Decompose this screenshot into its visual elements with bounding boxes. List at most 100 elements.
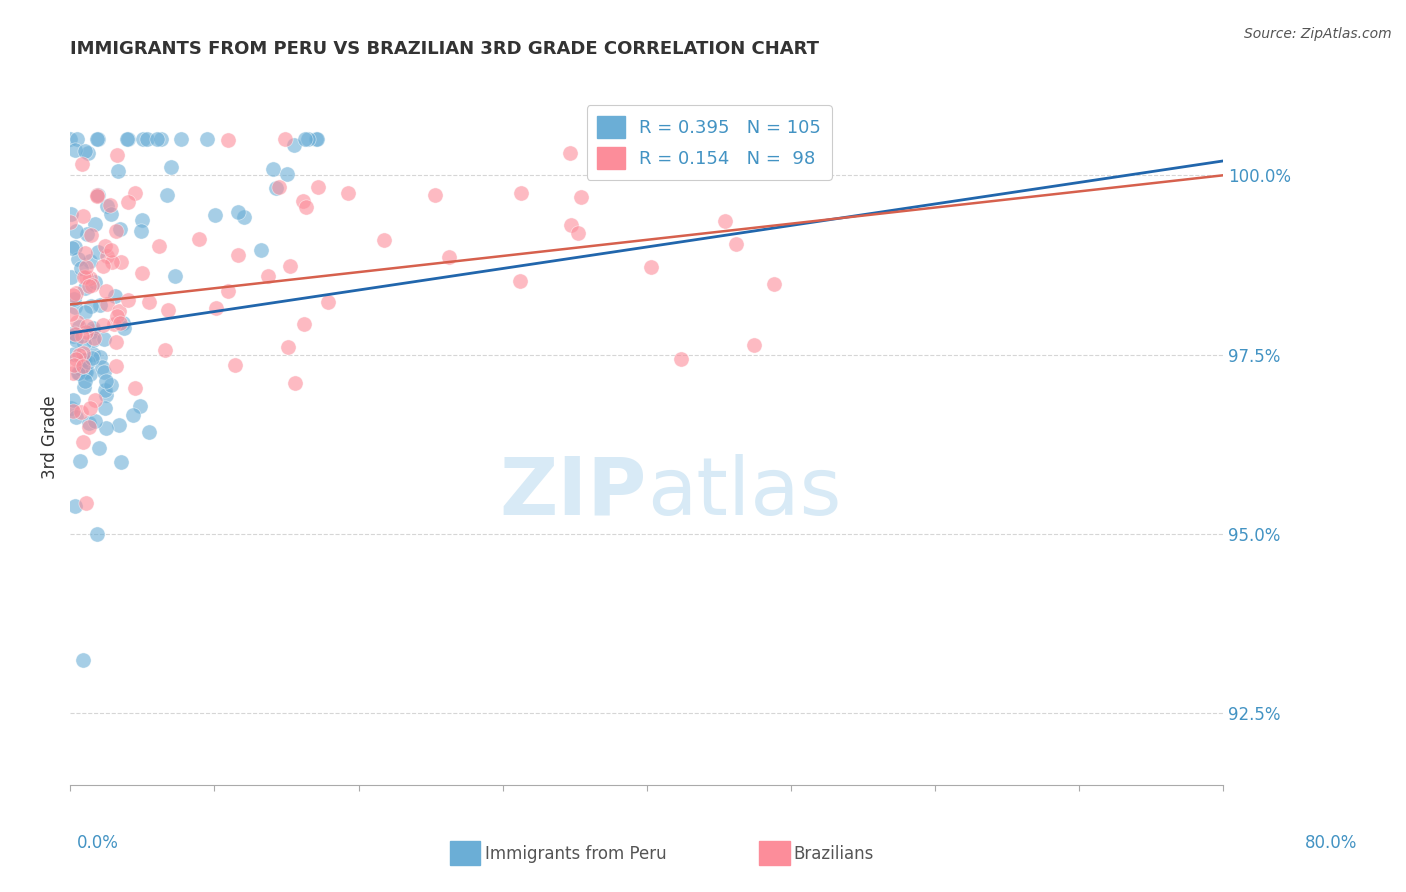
Point	[742, 338, 765, 352]
Point	[96, 297, 118, 311]
Point	[70, 329, 93, 343]
Point	[87, 441, 110, 455]
Point	[63, 292, 86, 306]
Point	[148, 239, 170, 253]
Point	[89, 350, 111, 364]
Point	[157, 302, 180, 317]
Point	[86, 132, 108, 146]
Point	[138, 425, 160, 439]
Point	[79, 367, 101, 381]
Point	[274, 132, 297, 146]
Point	[86, 526, 108, 541]
Point	[69, 454, 91, 468]
Point	[73, 269, 96, 284]
Point	[96, 421, 118, 435]
Point	[129, 399, 152, 413]
Point	[305, 132, 328, 146]
Point	[104, 289, 127, 303]
Point	[217, 284, 239, 298]
Point	[73, 246, 96, 260]
Point	[75, 496, 97, 510]
Point	[96, 199, 118, 213]
Point	[65, 285, 87, 300]
Point	[195, 132, 218, 146]
Point	[80, 351, 103, 365]
Point	[91, 259, 114, 273]
Point	[307, 132, 329, 146]
Point	[86, 244, 108, 259]
Point	[569, 190, 592, 204]
Point	[75, 144, 97, 158]
Point	[156, 187, 179, 202]
Point	[170, 132, 193, 146]
Point	[131, 212, 153, 227]
Point	[65, 224, 87, 238]
Point	[762, 277, 785, 292]
Point	[82, 347, 104, 361]
Point	[101, 255, 124, 269]
Point	[100, 377, 122, 392]
Point	[257, 269, 280, 284]
Point	[72, 434, 94, 449]
Point	[73, 379, 96, 393]
Point	[135, 132, 157, 146]
Point	[79, 270, 101, 285]
Point	[93, 332, 115, 346]
Point	[62, 392, 84, 407]
Point	[373, 233, 395, 247]
Point	[110, 455, 132, 469]
Point	[67, 366, 90, 380]
Point	[110, 317, 132, 331]
Point	[72, 652, 94, 666]
Point	[66, 132, 89, 146]
Point	[65, 409, 87, 424]
Text: ZIP: ZIP	[499, 454, 647, 532]
Point	[188, 232, 211, 246]
Point	[262, 162, 284, 177]
Text: atlas: atlas	[647, 454, 841, 532]
Text: 0.0%: 0.0%	[77, 834, 120, 852]
Point	[89, 298, 111, 312]
Point	[63, 143, 86, 157]
Point	[94, 383, 117, 397]
Point	[233, 210, 256, 224]
Point	[73, 281, 96, 295]
Point	[96, 387, 118, 401]
Point	[155, 343, 177, 357]
Point	[79, 254, 101, 268]
Text: 80.0%: 80.0%	[1305, 834, 1357, 852]
Point	[107, 164, 129, 178]
Point	[60, 270, 83, 285]
Point	[75, 352, 97, 367]
Text: Immigrants from Peru: Immigrants from Peru	[485, 845, 666, 863]
Point	[316, 294, 339, 309]
Point	[108, 304, 131, 318]
Point	[124, 381, 146, 395]
Point	[62, 366, 84, 380]
Point	[94, 375, 117, 389]
Point	[138, 295, 160, 310]
Point	[76, 227, 98, 241]
Point	[83, 217, 105, 231]
Point	[108, 221, 131, 235]
Point	[217, 133, 239, 147]
Point	[63, 301, 86, 315]
Point	[93, 318, 115, 332]
Point	[204, 208, 226, 222]
Point	[510, 186, 533, 200]
Point	[86, 188, 108, 202]
Point	[66, 252, 89, 267]
Point	[509, 274, 531, 288]
Point	[669, 351, 692, 366]
Point	[96, 249, 118, 263]
Point	[82, 324, 104, 338]
Point	[98, 197, 121, 211]
Point	[76, 318, 98, 333]
Point	[276, 167, 298, 181]
Point	[80, 278, 103, 293]
Point	[94, 239, 117, 253]
Point	[105, 335, 128, 350]
Point	[264, 181, 287, 195]
Point	[59, 215, 82, 229]
Point	[77, 417, 100, 431]
